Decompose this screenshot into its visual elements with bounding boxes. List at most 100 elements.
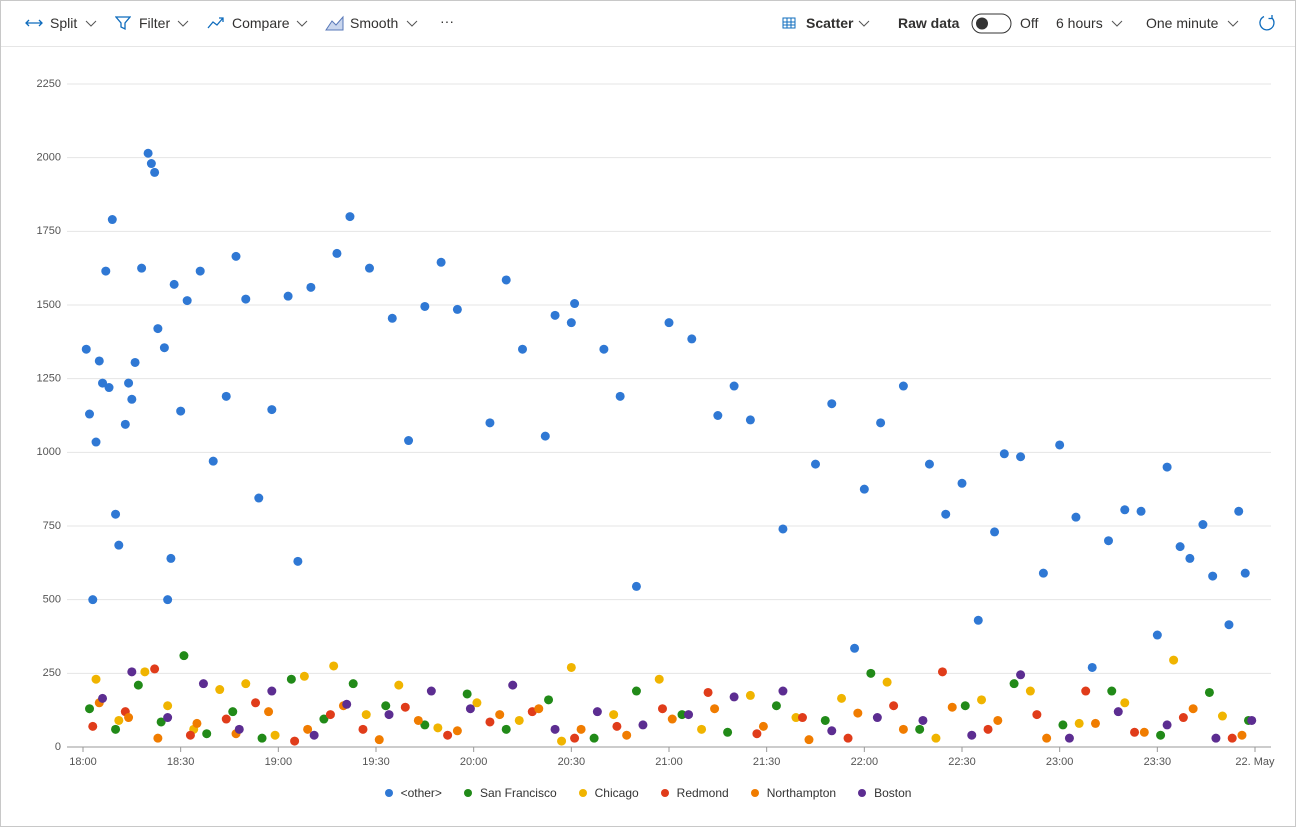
legend-swatch [660,789,669,797]
point [1178,713,1188,723]
point [413,715,423,725]
legend-item[interactable]: Northampton [750,786,836,800]
filter-button[interactable]: Filter [139,15,171,31]
point [957,478,967,488]
point [290,736,300,746]
point [1032,710,1042,720]
point [329,661,339,671]
legend-label: San Francisco [479,786,557,800]
point [745,415,755,425]
point [853,708,863,718]
point [1162,720,1172,730]
point [94,356,104,366]
legend-item[interactable]: <other> [384,786,442,800]
range-button[interactable]: 6 hours [1056,15,1103,31]
raw-data-toggle[interactable] [971,13,1013,35]
point [657,704,667,714]
legend-item[interactable]: San Francisco [463,786,557,800]
point [169,279,179,289]
point [811,459,820,469]
chevron [858,20,870,27]
point [1217,711,1227,721]
point [589,733,599,743]
point [518,344,527,354]
legend-swatch [384,789,393,797]
x-tick-label: 23:00 [1046,756,1074,768]
point [231,251,241,261]
point [1211,733,1221,743]
point [394,680,404,690]
more-button[interactable]: ··· [440,13,454,29]
split-button[interactable]: Split [50,15,78,31]
point [1185,553,1195,563]
point [1025,686,1035,696]
chart-type-button[interactable]: Scatter [806,15,854,31]
point [176,406,186,416]
point [1227,733,1237,743]
point [384,710,394,720]
point [501,275,511,285]
point [120,419,130,429]
legend-item[interactable]: Boston [858,786,911,800]
point [241,679,251,689]
smooth-button[interactable]: Smooth [350,15,399,31]
point [374,735,384,745]
point [267,686,277,696]
point [973,615,983,625]
point [495,710,505,720]
point [999,449,1009,459]
point [101,266,111,276]
point [1247,715,1257,725]
point [1071,512,1081,522]
point [866,668,876,678]
point [221,714,231,724]
legend-label: Chicago [594,786,639,800]
point [306,282,316,292]
point [1074,718,1084,728]
point [937,667,947,677]
point [270,730,280,740]
x-tick-label: 20:30 [558,756,586,768]
point [1234,506,1244,516]
point [485,418,495,428]
point [1055,440,1065,450]
point [993,715,1003,725]
point [234,724,244,734]
point [452,726,462,736]
point [1139,727,1149,737]
point [254,493,264,503]
point [1038,568,1048,578]
point [876,418,886,428]
point [462,689,472,699]
interval-button[interactable]: One minute [1146,15,1219,31]
x-tick-label: 18:30 [167,756,195,768]
point [98,378,108,388]
refresh-button[interactable] [1258,14,1276,32]
point [348,679,358,689]
point [452,304,462,314]
legend-item[interactable]: Redmond [660,786,729,800]
point [228,707,238,717]
legend-label: Boston [874,786,912,800]
point [631,581,641,591]
point [947,702,957,712]
toolbar: Split Filter Compare Smooth ··· Scatter … [1,1,1295,47]
point [185,730,195,740]
point [88,595,98,605]
legend-item[interactable]: Chicago [578,786,639,800]
point [889,701,899,711]
x-tick-label: 19:30 [362,756,390,768]
point [85,704,95,714]
point [797,713,807,723]
point [381,701,391,711]
point [91,437,101,447]
point [111,724,121,734]
point [758,721,768,731]
point [195,266,205,276]
point [1130,727,1140,737]
x-tick-label: 21:30 [753,756,781,768]
point [1042,733,1052,743]
point [609,710,619,720]
point [654,674,664,684]
compare-button[interactable]: Compare [232,15,290,31]
